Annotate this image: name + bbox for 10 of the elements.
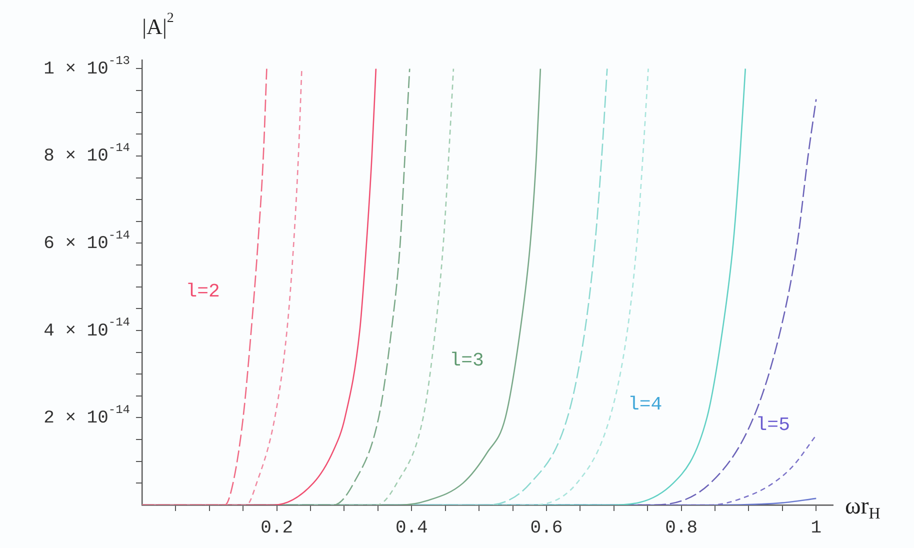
x-tick-label: 0.8	[665, 518, 698, 539]
x-tick-label: 0.6	[530, 518, 563, 539]
annotation: l=5	[756, 414, 790, 436]
x-tick-label: 0.4	[395, 518, 428, 539]
annotation: l=4	[628, 393, 662, 416]
annotation: l=2	[186, 280, 220, 302]
x-tick-label: 0.2	[260, 518, 294, 539]
line-series	[142, 68, 268, 505]
x-tick-label: 1	[810, 518, 822, 539]
annotation: l=3	[450, 349, 484, 372]
